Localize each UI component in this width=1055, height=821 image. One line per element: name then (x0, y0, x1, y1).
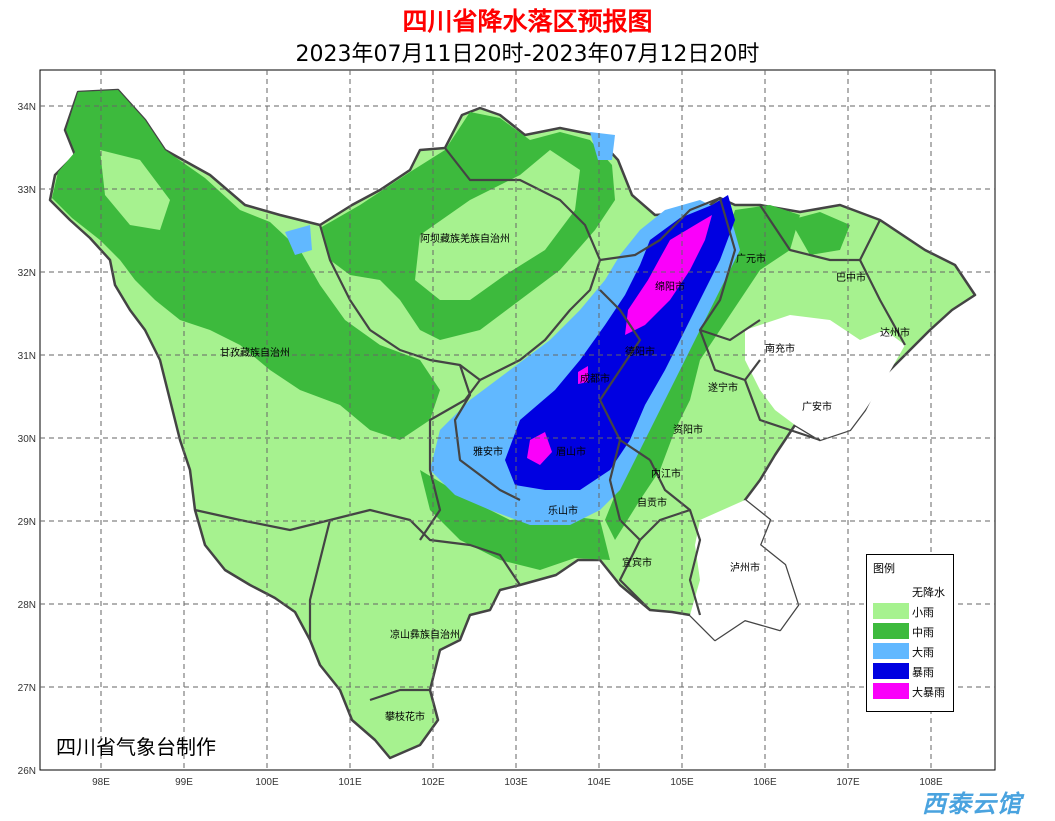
legend-label: 中雨 (912, 626, 934, 639)
legend-label: 大暴雨 (912, 686, 945, 699)
region-label-luzhou: 泸州市 (730, 561, 760, 574)
region-label-yaan: 雅安市 (473, 445, 503, 458)
legend-item: 中雨 (873, 623, 949, 640)
region-labels: 阿坝藏族羌族自治州 甘孜藏族自治州 凉山彝族自治州 攀枝花市 雅安市 眉山市 乐… (220, 232, 910, 723)
producer-credit: 四川省气象台制作 (56, 735, 216, 759)
lat-label: 26N (18, 766, 36, 777)
lat-label: 33N (18, 185, 36, 196)
light-rain-west-pocket (100, 150, 170, 230)
legend-swatch (873, 663, 909, 679)
no-rain-area-south (690, 500, 798, 640)
lon-label: 98E (92, 777, 110, 788)
moderate-rain-southcentral (420, 470, 610, 570)
lat-label: 31N (18, 351, 36, 362)
legend-swatch (873, 643, 909, 659)
legend-title: 图例 (873, 562, 895, 575)
heavy-rain-north-spot (590, 132, 615, 160)
legend-item: 小雨 (873, 603, 949, 620)
legend-label: 无降水 (912, 586, 945, 599)
region-label-mianyang: 绵阳市 (655, 280, 685, 293)
legend-label: 大雨 (912, 646, 934, 659)
lat-label: 29N (18, 517, 36, 528)
torrential-rain-spot (578, 366, 588, 384)
lon-label: 106E (753, 777, 777, 788)
lon-label: 104E (587, 777, 611, 788)
legend-item: 无降水 (873, 583, 949, 600)
lat-label: 28N (18, 600, 36, 611)
lon-label: 101E (338, 777, 362, 788)
lat-label: 32N (18, 268, 36, 279)
heavy-rain-west-spot (285, 225, 312, 255)
torrential-rain-south (527, 432, 552, 465)
legend: 图例 无降水 小雨 中雨 大雨 暴雨 大暴雨 (866, 554, 954, 712)
lon-label: 105E (670, 777, 694, 788)
lon-label: 107E (836, 777, 860, 788)
legend-item: 大暴雨 (873, 683, 949, 700)
legend-label: 暴雨 (912, 666, 934, 679)
legend-swatch (873, 603, 909, 619)
region-label-ziyang: 资阳市 (673, 423, 703, 436)
region-label-neijiang: 内江市 (651, 467, 681, 480)
light-rain-aba-center (415, 150, 580, 300)
lon-label: 100E (255, 777, 279, 788)
lon-label: 99E (175, 777, 193, 788)
lon-label: 108E (919, 777, 943, 788)
moderate-rain-bazhong (790, 212, 850, 255)
region-label-aba: 阿坝藏族羌族自治州 (420, 232, 510, 245)
region-label-guangyuan: 广元市 (736, 252, 766, 265)
region-label-meishan: 眉山市 (556, 445, 586, 458)
legend-label: 小雨 (912, 606, 934, 619)
lat-label: 27N (18, 683, 36, 694)
no-rain-area-east (745, 315, 905, 440)
region-label-bazhong: 巴中市 (836, 271, 866, 284)
legend-swatch (873, 583, 909, 599)
region-label-deyang: 德阳市 (625, 345, 655, 358)
lon-label: 103E (504, 777, 528, 788)
legend-swatch (873, 623, 909, 639)
watermark-logo: 西泰云馆 (922, 790, 1022, 818)
map-subtitle: 2023年07月11日20时-2023年07月12日20时 (295, 42, 760, 67)
latitude-labels: 34N 33N 32N 31N 30N 29N 28N 27N 26N (18, 102, 36, 777)
torrential-rain-north (625, 215, 712, 335)
region-label-yibin: 宜宾市 (622, 556, 652, 569)
region-label-chengdu: 成都市 (580, 372, 610, 385)
region-label-ganzi: 甘孜藏族自治州 (220, 346, 290, 359)
region-label-panzhihua: 攀枝花市 (385, 710, 425, 723)
region-label-suining: 遂宁市 (708, 381, 738, 394)
region-label-dazhou: 达州市 (880, 326, 910, 339)
graticule (40, 70, 995, 770)
lat-label: 34N (18, 102, 36, 113)
map-title: 四川省降水落区预报图 (402, 7, 653, 36)
lat-label: 30N (18, 434, 36, 445)
legend-item: 大雨 (873, 643, 949, 660)
region-label-nanchong: 南充市 (765, 342, 795, 355)
region-label-liangshan: 凉山彝族自治州 (390, 628, 460, 641)
legend-item: 暴雨 (873, 663, 949, 680)
lon-label: 102E (421, 777, 445, 788)
moderate-rain-east (605, 205, 800, 540)
region-label-guangan: 广安市 (802, 400, 832, 413)
longitude-labels: 98E 99E 100E 101E 102E 103E 104E 105E 10… (92, 777, 943, 788)
region-label-leshan: 乐山市 (548, 504, 578, 517)
legend-swatch (873, 683, 909, 699)
region-label-zigong: 自贡市 (637, 496, 667, 509)
